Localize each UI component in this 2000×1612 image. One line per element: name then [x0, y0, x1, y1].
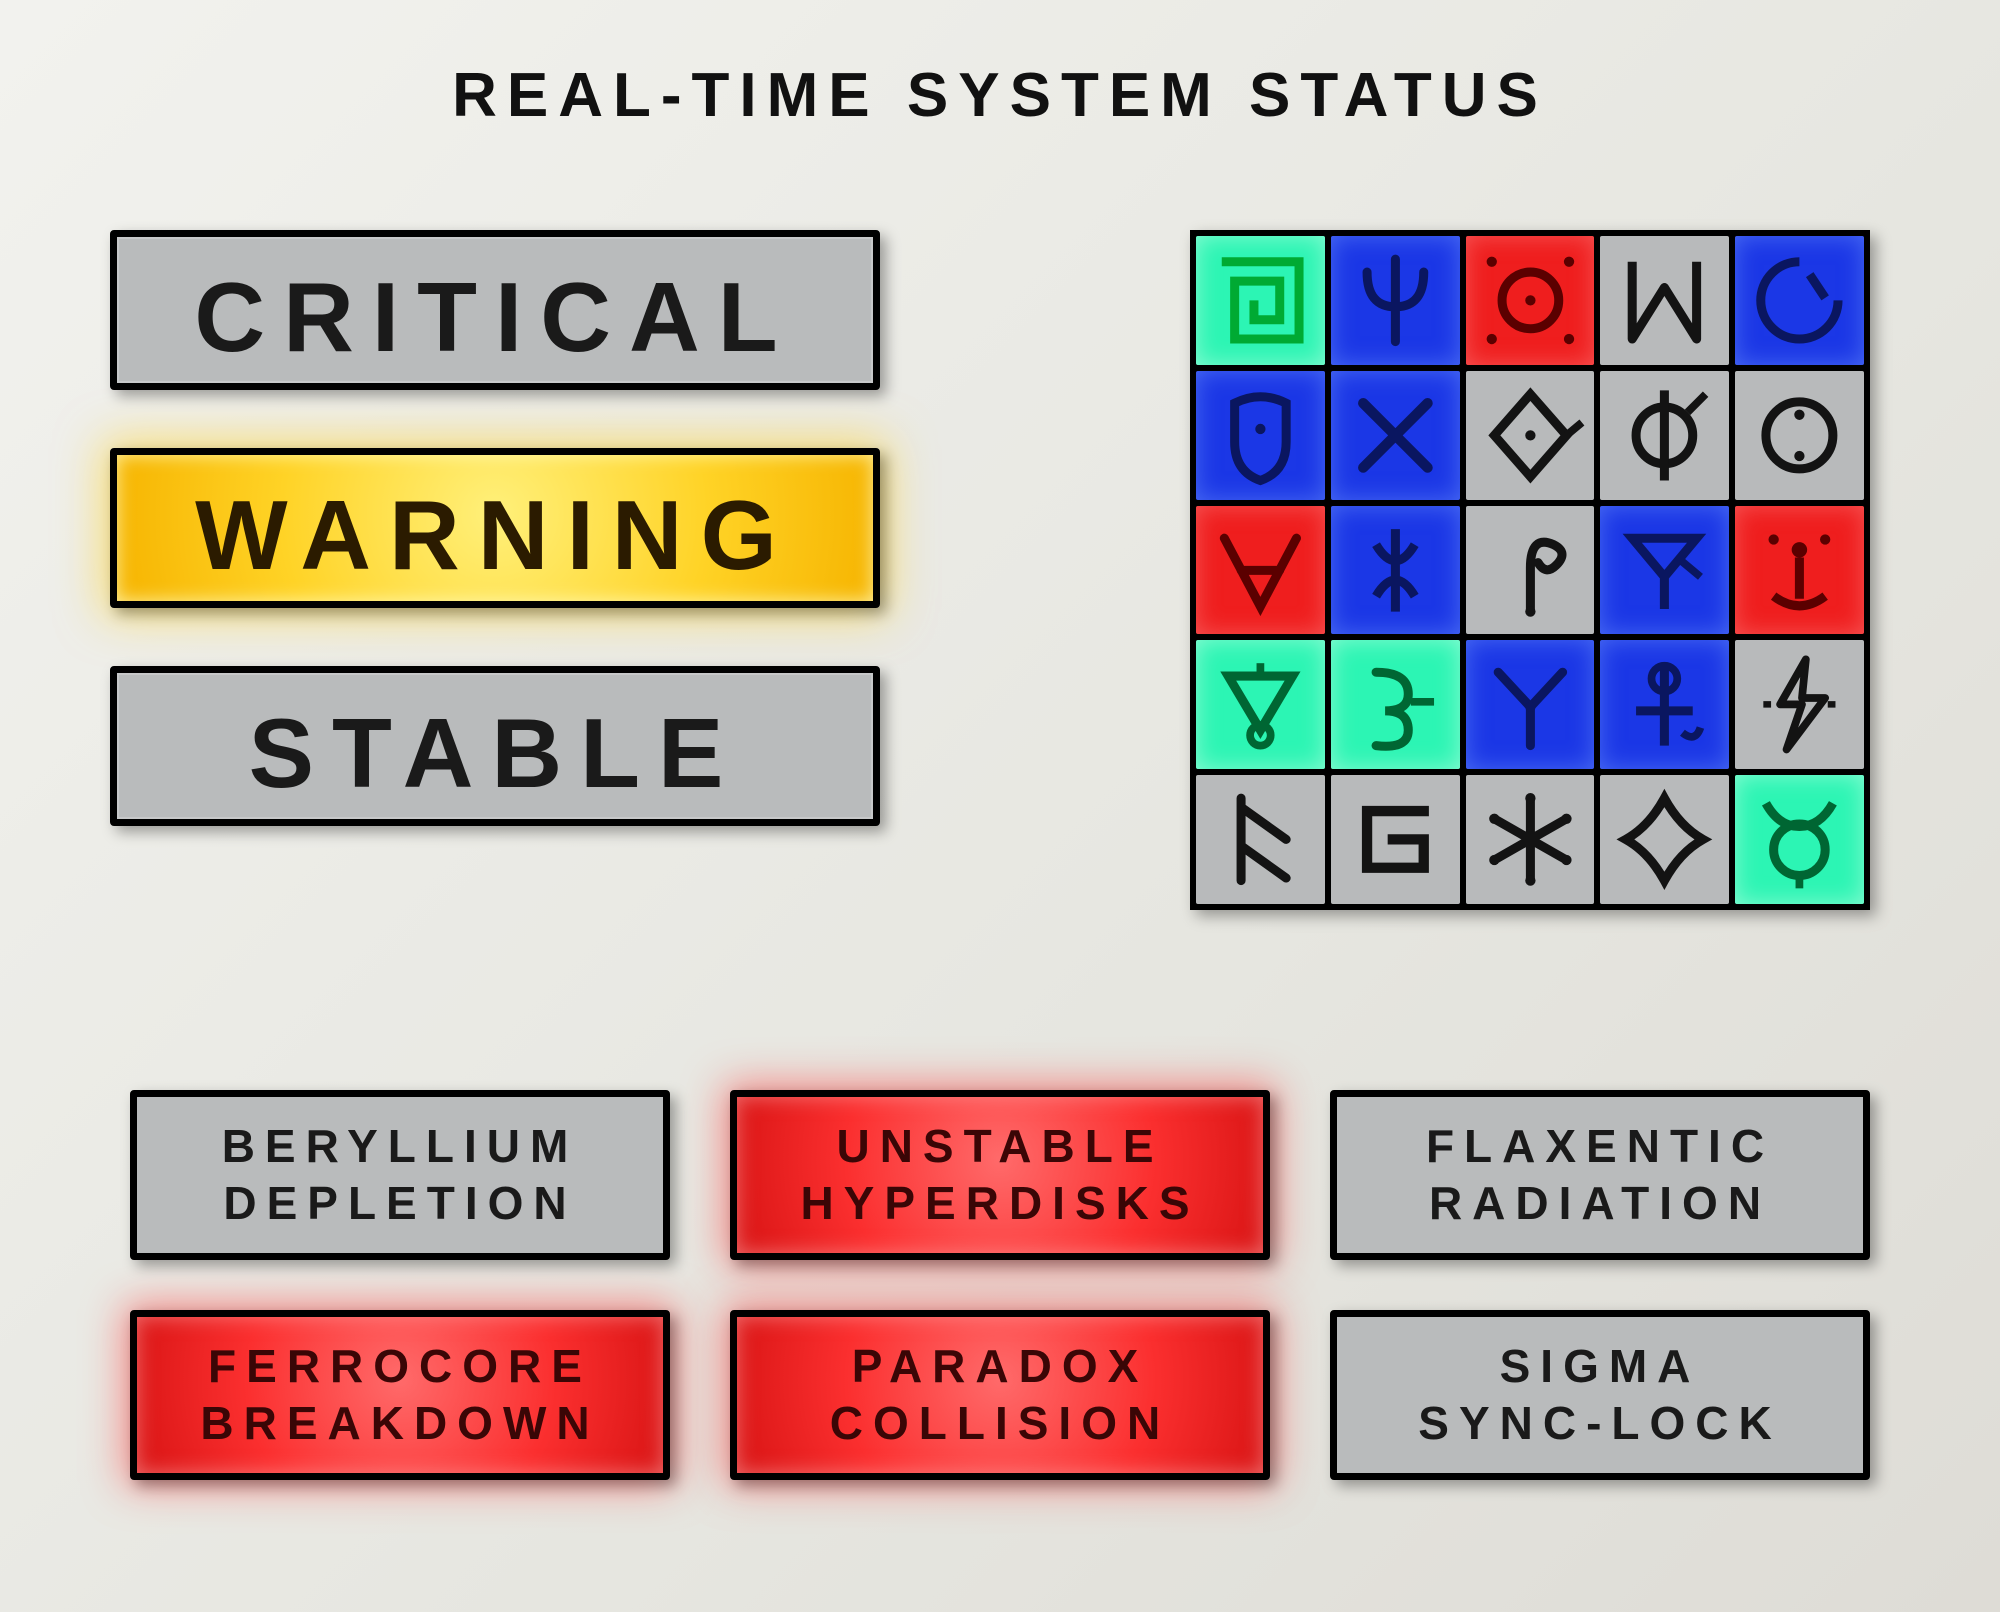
glyph-cell-ring-dots	[1735, 371, 1864, 500]
alert-line2: HYPERDISKS	[800, 1175, 1199, 1233]
glyph-cell-loop-3	[1331, 640, 1460, 769]
glyph-cell-kite	[1466, 371, 1595, 500]
glyph-cell-phi-d	[1600, 371, 1729, 500]
glyph-cell-shield	[1196, 371, 1325, 500]
glyph-cell-square-g	[1331, 775, 1460, 904]
alert-paradox-collision: PARADOX COLLISION	[730, 1310, 1270, 1480]
status-stable: STABLE	[110, 666, 880, 826]
glyph-cell-broken-circle	[1735, 236, 1864, 365]
glyph-cell-psi	[1331, 236, 1460, 365]
alert-unstable-hyperdisks: UNSTABLE HYPERDISKS	[730, 1090, 1270, 1260]
glyph-cell-cross-loop	[1600, 640, 1729, 769]
status-warning: WARNING	[110, 448, 880, 608]
alert-grid: BERYLLIUM DEPLETION UNSTABLE HYPERDISKS …	[130, 1090, 1870, 1480]
glyph-cell-sun-dot	[1466, 236, 1595, 365]
alert-line1: PARADOX	[852, 1338, 1149, 1396]
status-label-column: CRITICAL WARNING STABLE	[110, 230, 880, 884]
glyph-cell-x-cross	[1331, 371, 1460, 500]
alert-ferrocore-breakdown: FERROCORE BREAKDOWN	[130, 1310, 670, 1480]
alert-sigma-sync-lock: SIGMA SYNC-LOCK	[1330, 1310, 1870, 1480]
alert-line2: BREAKDOWN	[200, 1395, 599, 1453]
alert-line2: RADIATION	[1429, 1175, 1771, 1233]
alert-beryllium-depletion: BERYLLIUM DEPLETION	[130, 1090, 670, 1260]
alert-line1: FLAXENTIC	[1426, 1118, 1774, 1176]
glyph-cell-taurus	[1735, 775, 1864, 904]
alert-line2: COLLISION	[830, 1395, 1170, 1453]
glyph-cell-tri-branch	[1466, 640, 1595, 769]
glyph-cell-va	[1196, 506, 1325, 635]
glyph-cell-zigzag-m	[1600, 236, 1729, 365]
glyph-cell-curl	[1466, 506, 1595, 635]
glyph-cell-martini	[1600, 506, 1729, 635]
alert-line1: SIGMA	[1500, 1338, 1701, 1396]
glyph-cell-lightning	[1735, 640, 1864, 769]
panel-title: REAL-TIME SYSTEM STATUS	[0, 60, 2000, 131]
alert-line2: DEPLETION	[223, 1175, 576, 1233]
alert-flaxentic-radiation: FLAXENTIC RADIATION	[1330, 1090, 1870, 1260]
glyph-cell-inverted-tri	[1196, 640, 1325, 769]
status-critical: CRITICAL	[110, 230, 880, 390]
status-panel: REAL-TIME SYSTEM STATUS CRITICAL WARNING…	[0, 0, 2000, 1612]
glyph-cell-spiral-square	[1196, 236, 1325, 365]
glyph-cell-asterisk	[1466, 775, 1595, 904]
alert-line2: SYNC-LOCK	[1418, 1395, 1781, 1453]
glyph-cell-fish	[1331, 506, 1460, 635]
alert-line1: UNSTABLE	[836, 1118, 1163, 1176]
glyph-grid	[1190, 230, 1870, 910]
alert-line1: FERROCORE	[208, 1338, 592, 1396]
glyph-cell-antenna	[1735, 506, 1864, 635]
glyph-cell-diamond	[1600, 775, 1729, 904]
glyph-cell-rune	[1196, 775, 1325, 904]
alert-line1: BERYLLIUM	[222, 1118, 579, 1176]
